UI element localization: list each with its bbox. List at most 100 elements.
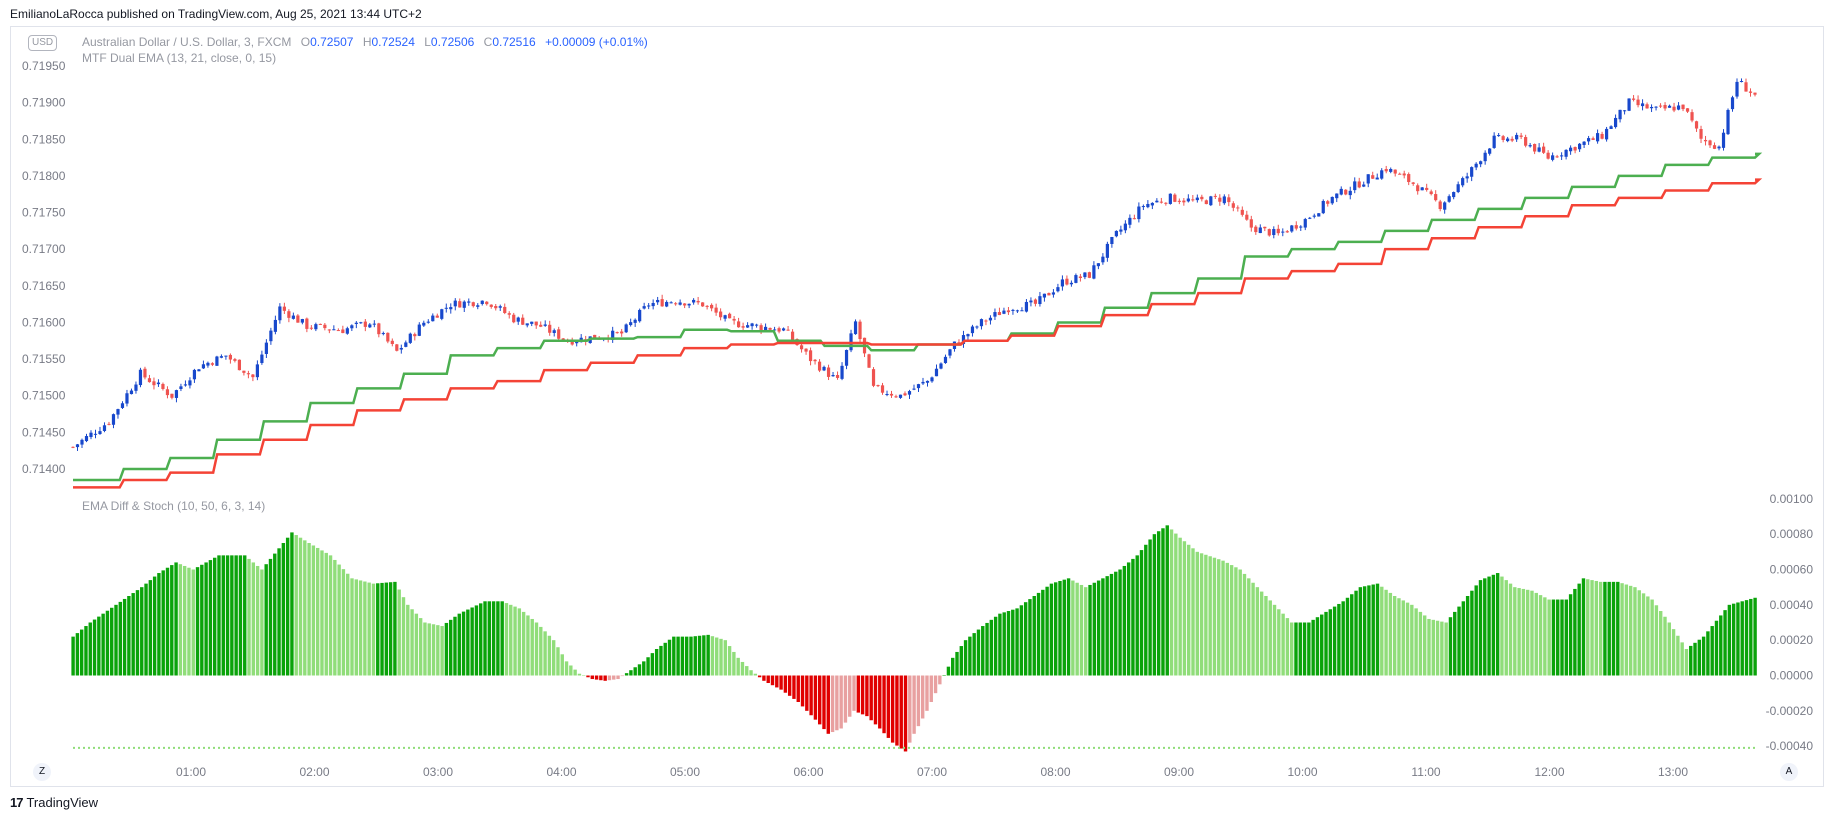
candle-body <box>1618 109 1622 120</box>
candle-body <box>647 305 651 307</box>
histogram-bar <box>358 580 363 676</box>
candle-body <box>1267 229 1271 236</box>
histogram-bar <box>1598 581 1603 676</box>
candle-body <box>925 380 930 383</box>
candle-body <box>102 425 107 431</box>
currency-badge[interactable]: USD <box>28 35 58 51</box>
histogram-bar <box>569 665 573 676</box>
candle-body <box>1515 134 1519 140</box>
price-tick-label: 0.71800 <box>22 169 66 183</box>
histogram-bar <box>813 675 818 720</box>
candle-body <box>1276 228 1280 234</box>
candle-body <box>1168 193 1172 204</box>
candle-body <box>966 334 970 337</box>
candle-body <box>885 394 889 396</box>
candle-body <box>84 436 89 442</box>
candle-body <box>413 334 417 337</box>
chart-frame[interactable] <box>10 26 1824 787</box>
candle-body <box>633 319 637 323</box>
histogram-bar <box>878 675 882 729</box>
candle-body <box>1335 193 1339 199</box>
candle-body <box>147 378 152 383</box>
histogram-bar <box>1268 600 1272 676</box>
histogram-bar <box>440 626 444 676</box>
histogram-bar <box>800 675 805 707</box>
tradingview-logo-icon[interactable]: 17 <box>10 795 24 810</box>
histogram-bar <box>672 636 676 676</box>
candle-body <box>898 394 903 398</box>
histogram-bar <box>1603 581 1607 676</box>
candle-body <box>1627 98 1631 111</box>
candle-body <box>138 369 143 386</box>
histogram-bar <box>1337 603 1341 676</box>
candle-body <box>557 329 561 339</box>
candle-body <box>125 393 129 404</box>
candle-body <box>737 321 741 328</box>
histogram-bar <box>1187 544 1191 676</box>
candle-body <box>1631 98 1636 100</box>
histogram-bar <box>1483 578 1487 676</box>
zoom-button[interactable]: Z <box>33 763 51 781</box>
histogram-bar <box>187 567 191 676</box>
histogram-bar <box>1324 611 1328 676</box>
osc-tick-label: 0.00080 <box>1770 527 1814 541</box>
histogram-bar <box>384 582 389 676</box>
candle-body <box>318 323 322 325</box>
candle-body <box>476 305 480 307</box>
candle-body <box>957 342 961 344</box>
symbol-label[interactable]: Australian Dollar / U.S. Dollar, 3, FXCM <box>82 35 292 49</box>
candle-body <box>1299 226 1303 228</box>
indicator-legend-ema[interactable]: MTF Dual EMA (13, 21, close, 0, 15) <box>82 51 277 65</box>
indicator-legend-oscillator[interactable]: EMA Diff & Stoch (10, 50, 6, 3, 14) <box>82 499 266 513</box>
histogram-bar <box>1551 599 1556 676</box>
histogram-bar <box>577 673 582 676</box>
candle-body <box>246 373 250 375</box>
histogram-bar <box>1320 614 1324 676</box>
histogram-bar <box>479 603 483 676</box>
histogram-bar <box>1049 583 1054 676</box>
candle-body <box>754 324 759 326</box>
candle-body <box>1146 203 1150 208</box>
candle-body <box>1330 196 1334 204</box>
histogram-bar <box>599 675 603 681</box>
candle-body <box>152 381 156 386</box>
histogram-bar <box>1118 569 1122 676</box>
candle-body <box>1690 112 1694 121</box>
candle-body <box>1051 292 1056 295</box>
histogram-bar <box>736 657 740 676</box>
histogram-bar <box>470 607 474 676</box>
candle-body <box>1069 282 1074 285</box>
histogram-bar <box>1272 604 1277 676</box>
histogram-bar <box>1517 588 1521 676</box>
auto-scale-button[interactable]: A <box>1780 763 1798 781</box>
candle-body <box>1245 214 1249 220</box>
histogram-bar <box>903 675 908 752</box>
histogram-bar <box>1556 599 1560 676</box>
candle-body <box>1254 226 1258 233</box>
candle-body <box>395 344 399 351</box>
histogram-bar <box>513 606 517 676</box>
histogram-bar <box>749 670 753 676</box>
candle-body <box>692 299 696 303</box>
candle-body <box>1672 106 1676 111</box>
candle-body <box>516 317 520 322</box>
histogram-bar <box>131 593 135 676</box>
histogram-bar <box>843 675 848 723</box>
candle-body <box>1222 196 1226 204</box>
histogram-bar <box>792 675 796 699</box>
candle-body <box>1717 146 1721 149</box>
histogram-bar <box>1126 562 1131 676</box>
histogram-bar <box>1174 533 1178 676</box>
histogram-bar <box>517 608 522 676</box>
histogram-bar <box>367 582 371 676</box>
histogram-bar <box>727 646 732 676</box>
histogram-bar <box>1285 618 1290 676</box>
histogram-bar <box>504 603 509 676</box>
candle-body <box>494 306 498 309</box>
histogram-bar <box>526 615 530 676</box>
candle-body <box>745 325 750 328</box>
histogram-bar <box>1191 548 1195 676</box>
candle-body <box>781 328 786 331</box>
candle-body <box>1087 272 1091 278</box>
